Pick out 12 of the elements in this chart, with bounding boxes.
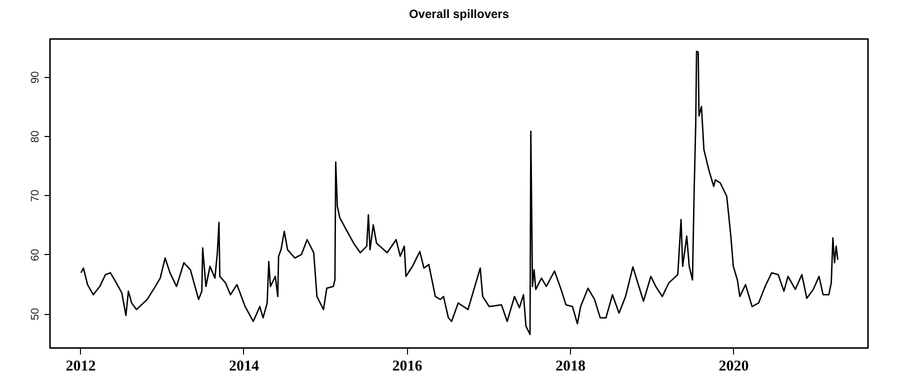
x-tick-label: 2020 [718, 358, 749, 374]
x-tick-label: 2016 [392, 358, 423, 374]
y-tick-label: 80 [30, 130, 42, 143]
x-tick-label: 2012 [66, 358, 96, 374]
chart-title: Overall spillovers [408, 7, 510, 21]
y-tick-label: 50 [30, 308, 42, 320]
y-tick-label: 70 [30, 190, 42, 202]
line-series [80, 50, 838, 336]
x-tick-label: 2014 [228, 358, 260, 374]
x-tick-label: 2018 [556, 358, 586, 374]
y-tick-label: 90 [30, 71, 42, 84]
y-tick-label: 60 [30, 248, 42, 262]
